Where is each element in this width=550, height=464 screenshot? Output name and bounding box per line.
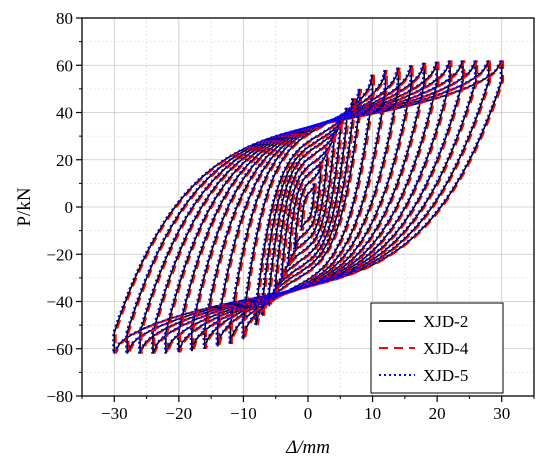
hysteresis-loop (300, 183, 316, 231)
x-tick-label: 20 (429, 404, 446, 423)
y-tick-label: −40 (46, 293, 73, 312)
hysteresis-loop (140, 60, 479, 354)
x-tick-label: 10 (364, 404, 381, 423)
hysteresis-loop (286, 147, 327, 267)
hysteresis-loop (260, 98, 353, 316)
hysteresis-loop (163, 60, 450, 354)
legend-label: XJD-5 (423, 366, 468, 385)
hysteresis-loop (138, 60, 476, 354)
axis-ticks (76, 17, 535, 402)
y-tick-label: −60 (46, 340, 73, 359)
y-axis-label: P/kN (14, 187, 35, 226)
hysteresis-loop (280, 133, 334, 281)
hysteresis-loop (267, 107, 347, 307)
legend-label: XJD-2 (423, 312, 468, 331)
y-tick-label: 20 (56, 151, 73, 170)
hysteresis-loop (268, 107, 348, 307)
hysteresis-loop (263, 98, 356, 316)
hysteresis-loop (270, 107, 350, 307)
hysteresis-loop (254, 88, 360, 326)
hysteresis-loop (257, 88, 363, 326)
hysteresis-loop (302, 183, 317, 231)
legend-label: XJD-4 (423, 339, 469, 358)
hysteresis-loop (299, 183, 314, 231)
y-tick-label: 40 (56, 104, 73, 123)
hysteresis-loop (273, 119, 340, 295)
series-curves (112, 60, 505, 354)
x-tick-label: −20 (166, 404, 193, 423)
tick-labels: −30 −20 −10 0 10 20 30 −80 −60 −40 −20 0 20 40 60 80 (46, 9, 510, 423)
hysteresis-loop (294, 164, 322, 250)
hysteresis-loop (295, 164, 324, 250)
y-tick-label: 0 (65, 198, 74, 217)
y-tick-label: −20 (46, 245, 73, 264)
x-axis-label: Δ/mm (285, 437, 330, 458)
hysteresis-loop (150, 60, 463, 354)
x-tick-label: 30 (493, 404, 510, 423)
hysteresis-loop (165, 60, 451, 354)
legend: XJD-2 XJD-4 XJD-5 (370, 302, 504, 394)
legend-box (370, 302, 504, 394)
hysteresis-loop (283, 133, 337, 281)
y-tick-label: −80 (46, 387, 73, 406)
hysteresis-loop (115, 60, 505, 354)
hysteresis-loop (202, 65, 411, 350)
x-tick-label: 0 (304, 404, 313, 423)
hysteresis-loop (287, 147, 329, 267)
hysteresis-loop (166, 60, 453, 354)
hysteresis-loop (176, 61, 437, 353)
hysteresis-loop (112, 60, 502, 354)
x-tick-label: −30 (101, 404, 128, 423)
y-tick-label: 80 (56, 9, 73, 28)
x-tick-label: −10 (230, 404, 257, 423)
series-XJD-5 (112, 60, 502, 354)
y-tick-label: 60 (56, 56, 73, 75)
hysteresis-loop (241, 74, 373, 340)
